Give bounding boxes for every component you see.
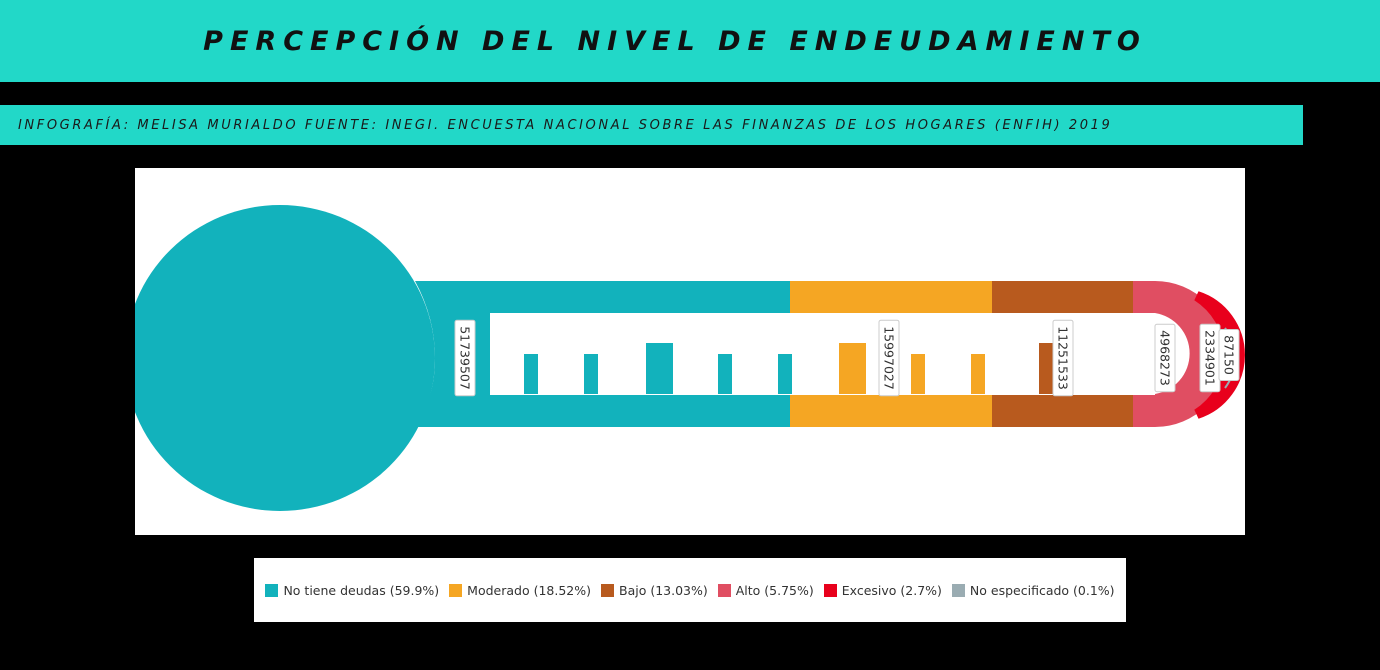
value-label-text: 2334901 (1203, 330, 1218, 386)
legend-label: No tiene deudas (59.9%) (283, 582, 440, 598)
value-label-moderado: 15997027 (878, 319, 900, 397)
legend-swatch (449, 583, 463, 597)
title-band: PERCEPCIÓN DEL NIVEL DE ENDEUDAMIENTO (0, 0, 1380, 82)
value-label-text: 15997027 (882, 326, 897, 390)
scale-tick (584, 354, 598, 394)
value-label-no-especificado: 87150 (1218, 329, 1240, 381)
thermometer-chart: 51739507 15997027 11251533 4968273 2334901 87… (135, 205, 1245, 511)
legend-swatch (823, 583, 837, 597)
scale-tick (778, 354, 792, 394)
value-label-text: 87150 (1222, 335, 1237, 375)
bulb (135, 205, 435, 511)
value-label-alto: 4968273 (1154, 323, 1176, 393)
legend-item: No especificado (0.1%) (951, 582, 1115, 598)
subtitle-band: INFOGRAFÍA: MELISA MURIALDO FUENTE: INEG… (0, 105, 1303, 145)
scale-tick (646, 343, 673, 394)
legend-list: No tiene deudas (59.9%) Moderado (18.52%)… (265, 582, 1115, 598)
legend-swatch (601, 583, 614, 597)
bulb-neck (415, 281, 440, 427)
value-label-box (1154, 323, 1176, 393)
value-label-text: 4968273 (1158, 330, 1173, 386)
scale-tick (524, 354, 538, 394)
legend-swatch (717, 583, 731, 597)
value-label-box (1218, 329, 1240, 381)
page-title: PERCEPCIÓN DEL NIVEL DE ENDEUDAMIENTO (203, 25, 1147, 57)
legend-label: Alto (5.75%) (735, 582, 814, 598)
scale-tick (839, 343, 866, 394)
scale-tick (718, 354, 732, 394)
legend-item: Bajo (13.03%) (601, 583, 708, 598)
legend-item: Moderado (18.52%) (449, 583, 591, 598)
legend-item: Excesivo (2.7%) (823, 582, 942, 598)
legend-label: Moderado (18.52%) (467, 582, 591, 598)
scale-tick (911, 354, 925, 394)
value-label-box (1052, 319, 1074, 397)
value-label-excesivo: 2334901 (1199, 323, 1221, 393)
chart-panel: 51739507 15997027 11251533 4968273 2334901 87… (135, 168, 1245, 535)
legend-swatch (265, 583, 279, 597)
source-credit: INFOGRAFÍA: MELISA MURIALDO FUENTE: INEG… (18, 117, 1113, 133)
legend-item: Alto (5.75%) (717, 582, 814, 598)
value-label-no-tiene-deudas: 51739507 (454, 319, 476, 397)
value-label-box (878, 319, 900, 397)
legend-label: Excesivo (2.7%) (841, 582, 942, 598)
legend-label: Bajo (13.03%) (619, 582, 708, 598)
scale-tick (971, 354, 985, 394)
channel-bottom (490, 394, 1155, 395)
legend-label: No especificado (0.1%) (969, 582, 1115, 598)
legend-item: No tiene deudas (59.9%) (265, 583, 439, 598)
legend: No tiene deudas (59.9%) Moderado (18.52%)… (254, 558, 1126, 622)
scale-tick (1039, 343, 1053, 394)
value-label-text: 11251533 (1056, 326, 1071, 390)
value-label-box (454, 319, 476, 397)
value-label-text: 51739507 (458, 326, 473, 390)
value-label-bajo: 11251533 (1052, 319, 1074, 397)
legend-swatch (951, 583, 965, 597)
